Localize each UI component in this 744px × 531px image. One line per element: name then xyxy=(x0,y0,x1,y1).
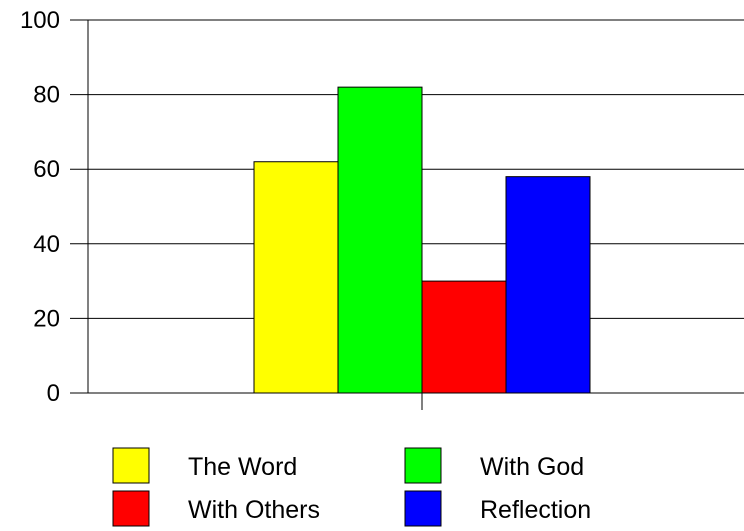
bar-reflection xyxy=(505,176,591,394)
bar-with-others xyxy=(421,280,507,394)
y-tick-label: 20 xyxy=(33,305,60,332)
y-axis: 0 20 40 60 80 100 xyxy=(20,7,89,407)
legend-swatch-with-others xyxy=(112,490,150,527)
y-tick-label: 40 xyxy=(33,231,60,258)
legend-swatch-with-god xyxy=(404,447,442,484)
legend-swatch-reflection xyxy=(404,490,442,527)
legend-label-with-god: With God xyxy=(480,453,584,481)
bar-the-word xyxy=(253,161,339,394)
y-tick-label: 0 xyxy=(47,380,60,407)
legend-label-the-word: The Word xyxy=(188,453,297,481)
legend: The Word With God With Others Reflection xyxy=(112,447,591,527)
bars xyxy=(253,86,591,394)
legend-swatch-the-word xyxy=(112,447,150,484)
y-tick-label: 100 xyxy=(20,7,60,34)
y-tick-label: 80 xyxy=(33,82,60,109)
legend-label-with-others: With Others xyxy=(188,496,320,524)
bar-with-god xyxy=(337,86,423,394)
y-tick-label: 60 xyxy=(33,156,60,183)
legend-label-reflection: Reflection xyxy=(480,496,591,524)
